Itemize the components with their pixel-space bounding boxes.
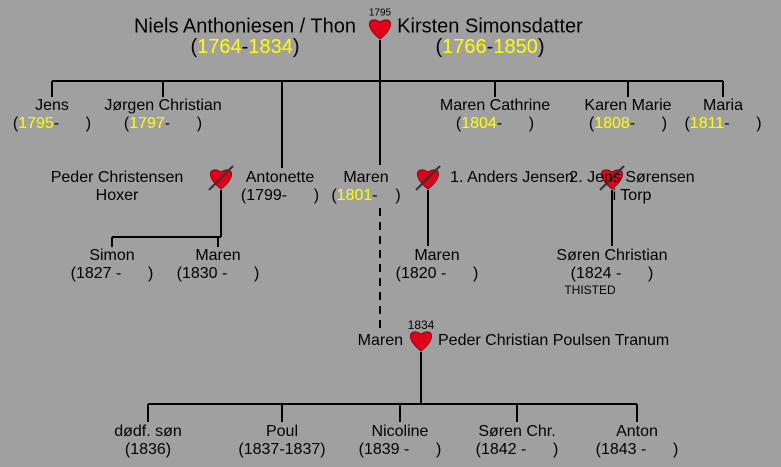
date-part: 1808 bbox=[594, 115, 630, 132]
person-dates: (1830 - ) bbox=[177, 265, 260, 282]
date-part: 1797 bbox=[129, 115, 165, 132]
person-name: Søren Christian bbox=[556, 247, 667, 264]
person-name: Maren bbox=[343, 169, 388, 186]
person-dates: (1799- ) bbox=[241, 187, 319, 204]
person-name: Maren bbox=[414, 247, 459, 264]
person-dates: (1827 - ) bbox=[71, 265, 154, 282]
person-name: Maren Cathrine bbox=[440, 97, 550, 114]
person-dates: (1842 - ) bbox=[476, 441, 559, 458]
person-name: Maren bbox=[358, 332, 403, 349]
date-part: - ) bbox=[165, 115, 202, 132]
date-part: 1804 bbox=[461, 115, 497, 132]
date-part: ( bbox=[124, 115, 130, 132]
date-part: 1834 bbox=[248, 36, 293, 58]
person-dates: (1811- ) bbox=[684, 115, 761, 132]
person-name: Niels Anthoniesen / Thon bbox=[134, 15, 356, 37]
date-part: 1764 bbox=[197, 36, 242, 58]
date-part: 1766 bbox=[442, 36, 487, 58]
person-name: Antonette bbox=[246, 169, 315, 186]
person-dates: (1843 - ) bbox=[596, 441, 679, 458]
person-name: Nicoline bbox=[372, 423, 429, 440]
person-name: Peder Christensen bbox=[51, 169, 184, 186]
person-name: Poul bbox=[266, 423, 298, 440]
date-part: - ) bbox=[497, 115, 534, 132]
heart-slash bbox=[208, 165, 234, 191]
person-name: Maria bbox=[703, 97, 743, 114]
person-dates: (1801- ) bbox=[331, 187, 400, 204]
date-part: - ) bbox=[630, 115, 667, 132]
date-part: ) bbox=[538, 36, 545, 58]
person-dates: (1764-1834) bbox=[190, 36, 299, 58]
date-part: ( bbox=[684, 115, 690, 132]
date-part: - ) bbox=[724, 115, 761, 132]
connectors bbox=[51, 40, 724, 422]
person-dates: (1797- ) bbox=[124, 115, 202, 132]
date-part: - bbox=[242, 36, 249, 58]
date-part: 1795 bbox=[18, 115, 54, 132]
person-dates: (1837-1837) bbox=[238, 441, 325, 458]
person-dates: (1808- ) bbox=[589, 115, 667, 132]
date-part: 1801 bbox=[337, 187, 373, 204]
person-name: Maren bbox=[195, 247, 240, 264]
date-part: - bbox=[487, 36, 494, 58]
date-part: ( bbox=[589, 115, 595, 132]
date-part: 1850 bbox=[493, 36, 538, 58]
marriage-year: 1834 bbox=[408, 318, 435, 332]
person-name: Karen Marie bbox=[584, 97, 671, 114]
heart bbox=[410, 331, 432, 352]
person-note: THISTED bbox=[564, 283, 616, 297]
person-dates: (1804- ) bbox=[456, 115, 534, 132]
person-name: Simon bbox=[89, 247, 134, 264]
date-part: ( bbox=[435, 36, 442, 58]
heart-slash bbox=[599, 165, 625, 191]
person-name: Jørgen Christian bbox=[104, 97, 221, 114]
person-dates: (1795- ) bbox=[13, 115, 91, 132]
date-part: ( bbox=[190, 36, 197, 58]
date-part: - ) bbox=[372, 187, 400, 204]
heart bbox=[369, 19, 391, 40]
person-name: i Torp bbox=[613, 187, 652, 204]
person-name: 1. Anders Jensen bbox=[450, 169, 574, 186]
date-part: ( bbox=[13, 115, 19, 132]
person-dates: (1766-1850) bbox=[435, 36, 544, 58]
date-part: - ) bbox=[54, 115, 91, 132]
person-name: Peder Christian Poulsen Tranum bbox=[438, 332, 669, 349]
person-name: Kirsten Simonsdatter bbox=[397, 15, 583, 37]
person-name: 2. Jens Sørensen bbox=[569, 169, 694, 186]
person-name: dødf. søn bbox=[114, 423, 182, 440]
person-name: Hoxer bbox=[96, 187, 139, 204]
person-name: Søren Chr. bbox=[478, 423, 555, 440]
person-dates: (1836) bbox=[125, 441, 171, 458]
heart-slash bbox=[415, 165, 441, 191]
person-dates: (1824 - ) bbox=[571, 265, 654, 282]
date-part: 1811 bbox=[690, 115, 725, 132]
date-part: ( bbox=[456, 115, 462, 132]
person-dates: (1839 - ) bbox=[359, 441, 442, 458]
person-name: Anton bbox=[616, 423, 658, 440]
person-name: Jens bbox=[35, 97, 69, 114]
person-dates: (1820 - ) bbox=[396, 265, 479, 282]
date-part: ( bbox=[331, 187, 337, 204]
marriage-year: 1795 bbox=[369, 8, 392, 19]
date-part: ) bbox=[293, 36, 300, 58]
